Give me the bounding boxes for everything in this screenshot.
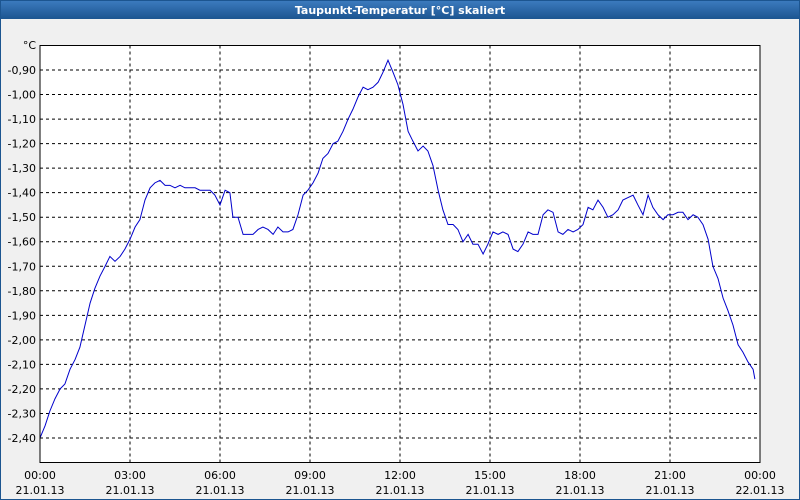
x-tick-label: 12:00 [384,469,416,482]
x-tick-date: 21.01.13 [16,484,65,497]
y-tick-label: -1,90 [8,309,36,322]
y-axis-unit: °C [23,39,37,52]
x-tick-label: 03:00 [114,469,146,482]
x-tick-label: 09:00 [294,469,326,482]
plot-area [40,45,760,463]
y-tick-label: -1,40 [8,187,36,200]
y-tick-label: -1,80 [8,285,36,298]
x-tick-label: 18:00 [564,469,596,482]
y-tick-label: -1,70 [8,260,36,273]
x-tick-label: 00:00 [744,469,776,482]
y-tick-label: -1,00 [8,89,36,102]
x-tick-label: 21:00 [654,469,686,482]
x-tick-label: 00:00 [24,469,56,482]
y-tick-label: -1,20 [8,138,36,151]
x-tick-date: 22.01.13 [736,484,785,497]
x-tick-label: 06:00 [204,469,236,482]
x-tick-date: 21.01.13 [466,484,515,497]
title-bar [0,0,800,19]
x-tick-label: 15:00 [474,469,506,482]
y-tick-label: -2,00 [8,334,36,347]
data-line [39,58,756,439]
x-tick-date: 21.01.13 [286,484,335,497]
chart-title: Taupunkt-Temperatur [°C] skaliert [295,4,505,17]
plot-border [39,45,761,463]
y-tick-label: -1,50 [8,211,36,224]
x-tick-date: 21.01.13 [646,484,695,497]
y-tick-label: -1,10 [8,113,36,126]
y-tick-label: -2,30 [8,407,36,420]
x-tick-date: 21.01.13 [556,484,605,497]
y-tick-label: -1,60 [8,236,36,249]
plot-layer: -2,40 -2,30 -2,20 -2,10 -2,00 -1,90 -1,80 -1,70… [8,45,785,497]
y-tick-label: -2,10 [8,358,36,371]
y-tick-label: -1,30 [8,162,36,175]
y-tick-label: -2,40 [8,432,36,445]
x-tick-date: 21.01.13 [196,484,245,497]
y-tick-label: -2,20 [8,383,36,396]
x-tick-date: 21.01.13 [376,484,425,497]
y-tick-label: -0,90 [8,64,36,77]
x-tick-date: 21.01.13 [106,484,155,497]
